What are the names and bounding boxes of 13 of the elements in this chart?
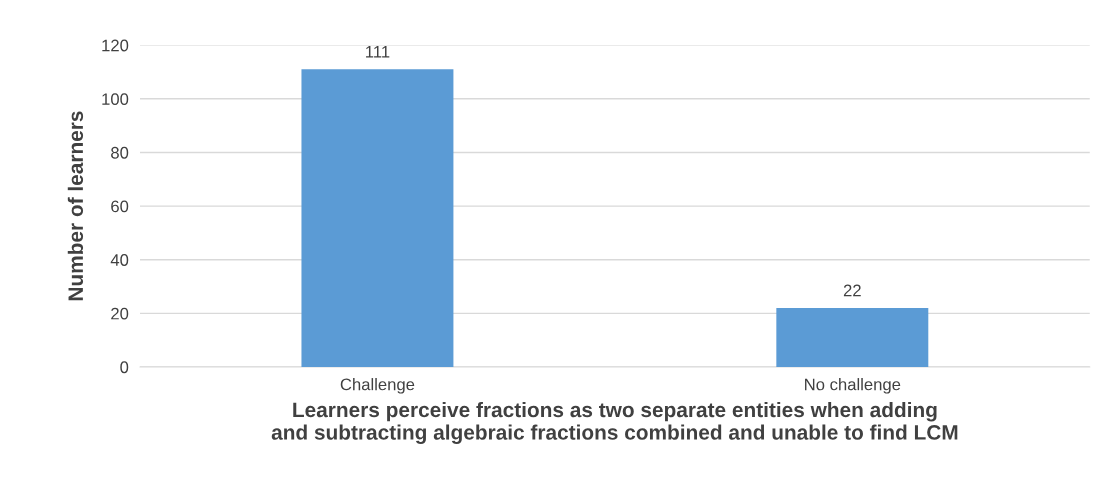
y-axis-title: Number of learners (67, 111, 84, 301)
data-label: 22 (843, 284, 861, 297)
y-tick-label: 60 (111, 200, 129, 213)
x-axis-title: Learners perceive fractions as two separate entities when adding and subtracting algebraic fractions combined and unable to find LCM (271, 401, 958, 444)
y-tick-label: 40 (110, 254, 129, 266)
x-tick-label: Challenge (340, 378, 415, 394)
y-tick-label: 100 (102, 93, 129, 106)
x-tick-label: No challenge (805, 378, 901, 394)
y-tick-label: 0 (120, 361, 129, 374)
data-label: 111 (366, 46, 390, 58)
y-tick-label: 120 (102, 39, 129, 52)
y-tick-label: 20 (111, 307, 129, 320)
y-tick-label: 80 (111, 146, 129, 159)
